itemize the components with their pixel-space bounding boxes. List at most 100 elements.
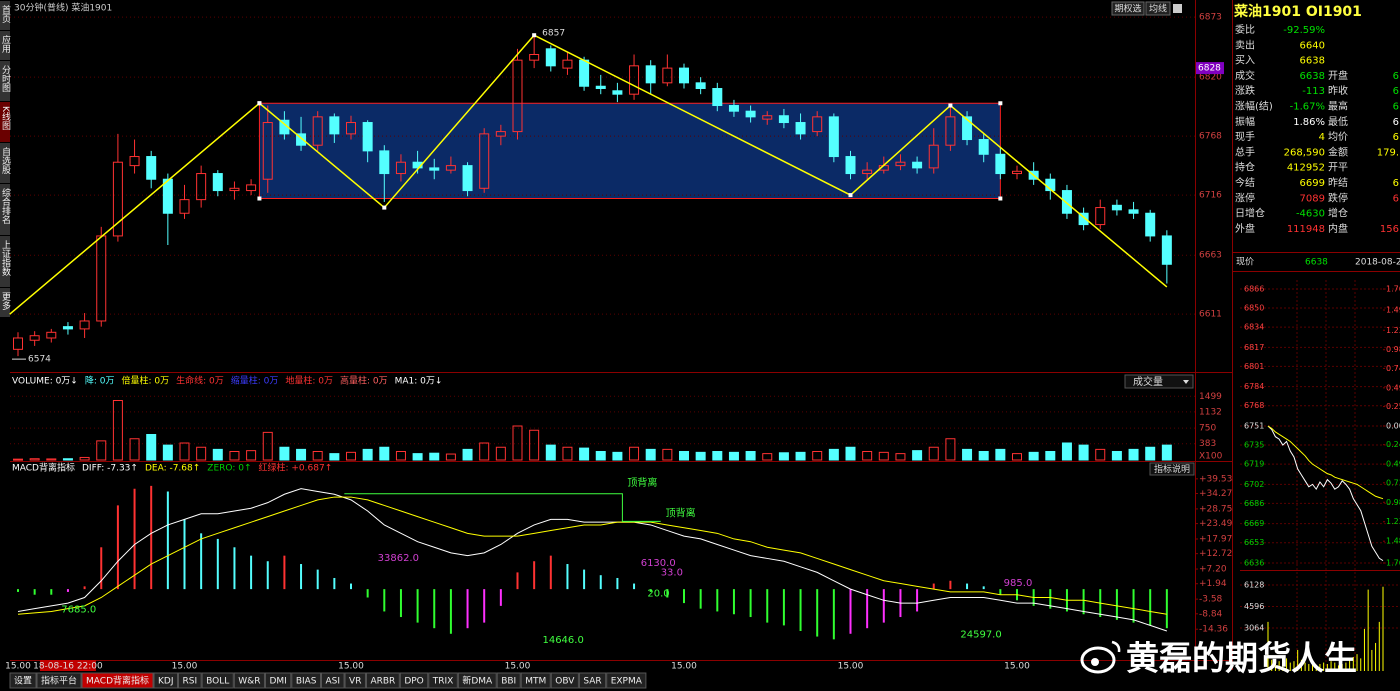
tab-label[interactable]: MTM: [525, 677, 546, 687]
diff-line: [17, 488, 1168, 632]
tab[interactable]: [496, 672, 521, 689]
tab[interactable]: [36, 672, 82, 689]
sidebar-tab[interactable]: [0, 184, 10, 235]
tab[interactable]: [578, 672, 607, 689]
sidebar-label[interactable]: 首页: [0, 4, 11, 24]
tab[interactable]: [606, 672, 647, 689]
sidebar-tab[interactable]: [0, 31, 10, 60]
tab[interactable]: [233, 672, 265, 689]
button-label[interactable]: 均线: [1149, 3, 1167, 15]
tab-label[interactable]: RSI: [183, 677, 198, 687]
tab-label[interactable]: BIAS: [296, 677, 317, 687]
tab-label[interactable]: SAR: [583, 677, 601, 687]
candle-body: [529, 53, 540, 61]
candle-body: [1012, 170, 1022, 175]
sidebar-tab[interactable]: [0, 102, 10, 142]
candle-body: [795, 122, 806, 135]
tab[interactable]: [550, 672, 579, 689]
legend-item: VOLUME: 0万↓: [12, 377, 78, 387]
button-label[interactable]: 期权选: [1114, 3, 1141, 15]
tab-label[interactable]: KDJ: [158, 677, 174, 687]
sidebar-label[interactable]: 自选股: [0, 146, 11, 175]
tab[interactable]: [153, 672, 179, 689]
help-button[interactable]: [1149, 462, 1195, 476]
tab[interactable]: [178, 672, 202, 689]
volume-bar: [845, 446, 856, 461]
candle-body: [346, 122, 356, 135]
tab[interactable]: [264, 672, 292, 689]
candle-body: [695, 82, 706, 90]
annotation: 33862.0: [378, 553, 419, 564]
sidebar-label[interactable]: 上证指数: [0, 240, 11, 277]
sidebar-label[interactable]: 更多: [0, 292, 11, 311]
y-tick-label: +1.94: [1199, 579, 1227, 589]
volume-bar: [745, 451, 756, 461]
x-tick-label: 15.00: [5, 662, 31, 672]
tab-label[interactable]: OBV: [555, 677, 575, 687]
tab[interactable]: [321, 672, 345, 689]
button-icon[interactable]: [1173, 4, 1182, 13]
legend-item: 倍量柱: 0万: [121, 375, 169, 387]
quote-label: 昨结: [1328, 176, 1348, 189]
quote-label: 买入: [1235, 55, 1255, 67]
window-title: 30分钟(普线) 菜油1901: [14, 2, 112, 14]
volume-bar: [862, 451, 873, 461]
tab-label[interactable]: 新DMA: [462, 675, 493, 687]
selector[interactable]: [1124, 374, 1194, 389]
sidebar-label[interactable]: 应用: [0, 34, 11, 54]
annotation: 20.0: [647, 589, 669, 600]
tab-label[interactable]: VR: [349, 677, 361, 687]
y2-tick-label: 1.48: [1386, 537, 1400, 546]
tab[interactable]: [428, 672, 458, 689]
tab[interactable]: [365, 672, 400, 689]
candle-body: [778, 115, 789, 124]
tab[interactable]: [457, 672, 497, 689]
tab-label[interactable]: TRIX: [432, 677, 454, 687]
quote-value: 6: [1393, 193, 1399, 204]
tab[interactable]: [9, 672, 37, 689]
tab-label[interactable]: W&R: [238, 677, 260, 687]
tab-label[interactable]: BBI: [501, 677, 516, 687]
sidebar-label[interactable]: K线图: [0, 106, 11, 131]
y-tick-label: +28.75: [1199, 504, 1232, 514]
help-label[interactable]: 指标说明: [1154, 463, 1190, 475]
volume-bar: [895, 453, 906, 461]
tab-label[interactable]: MACD背离指标: [86, 675, 149, 687]
tab-label[interactable]: BOLL: [206, 677, 229, 687]
quote-label: 总手: [1235, 145, 1255, 158]
sidebar-tab[interactable]: [0, 1, 10, 30]
tab-label[interactable]: DMI: [269, 677, 286, 687]
sidebar-label[interactable]: 综合排名: [0, 187, 11, 225]
tab-label[interactable]: EXPMA: [611, 677, 643, 687]
tab-label[interactable]: ASI: [326, 677, 341, 687]
tab[interactable]: [81, 672, 154, 689]
volume-bar: [296, 448, 307, 461]
candle-body: [1061, 190, 1072, 214]
volume-bar: [96, 440, 107, 461]
tab[interactable]: [399, 672, 429, 689]
candle-body: [395, 161, 406, 175]
sidebar-tab[interactable]: [0, 143, 10, 183]
sidebar-label[interactable]: 分时图: [0, 65, 11, 93]
tab[interactable]: [520, 672, 551, 689]
button[interactable]: [1145, 1, 1171, 16]
tab[interactable]: [291, 672, 322, 689]
tab-label[interactable]: 指标平台: [41, 675, 77, 687]
x-tick-label: 15.00: [338, 662, 364, 672]
y-tick-label: +7.20: [1199, 565, 1227, 575]
quote-value: 6: [1393, 102, 1399, 113]
tab[interactable]: [201, 672, 234, 689]
y-tick-label: 6866: [1244, 285, 1264, 294]
volume-bar: [912, 450, 923, 461]
tab[interactable]: [344, 672, 366, 689]
button[interactable]: [1111, 1, 1145, 16]
tab-label[interactable]: ARBR: [370, 677, 395, 687]
dea-line: [17, 496, 1167, 615]
selector-label[interactable]: 成交量: [1133, 375, 1163, 388]
tab-label[interactable]: DPO: [404, 677, 423, 687]
sidebar-tab[interactable]: [0, 288, 10, 317]
tab-label[interactable]: 设置: [14, 676, 32, 687]
sidebar-tab[interactable]: [0, 61, 10, 101]
y2-tick-label: 0.98: [1386, 345, 1400, 354]
sidebar-tab[interactable]: [0, 236, 10, 287]
